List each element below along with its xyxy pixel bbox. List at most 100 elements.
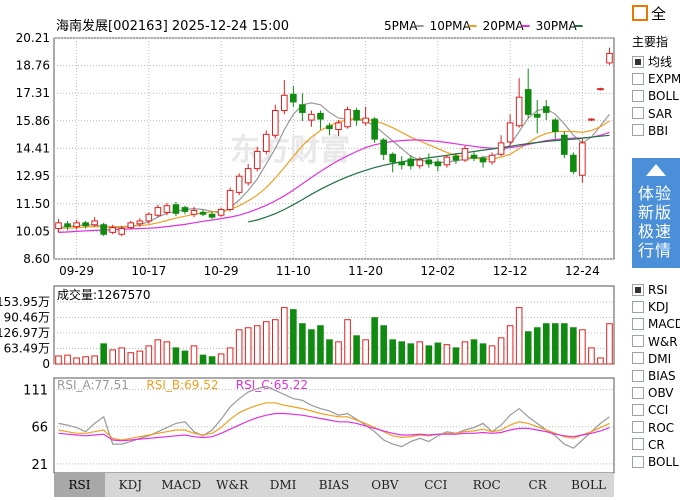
- rsi-legend-label: RSI_A:77.51: [57, 378, 129, 392]
- volume-bar: [389, 339, 397, 365]
- candle-body: [335, 122, 342, 131]
- overlay-sar[interactable]: SAR: [632, 106, 672, 122]
- overlay-label: 均线: [648, 55, 673, 69]
- indicator-bias[interactable]: BIAS: [632, 368, 676, 384]
- candle: [497, 135, 505, 157]
- promo-banner[interactable]: 体验新版极速行情: [632, 158, 680, 268]
- checkbox[interactable]: [632, 317, 644, 330]
- tab-boll[interactable]: BOLL: [571, 478, 606, 492]
- volume-bar: [407, 343, 415, 365]
- volume-bar: [181, 350, 189, 365]
- checkbox[interactable]: [632, 421, 644, 434]
- candle-body: [208, 213, 216, 218]
- candle-body: [190, 209, 198, 215]
- candle-body: [127, 222, 135, 229]
- volume-bar: [515, 307, 523, 365]
- candle-body: [163, 205, 171, 213]
- volume-bar: [118, 347, 126, 365]
- candle: [235, 173, 243, 196]
- candle: [145, 212, 153, 224]
- checkbox[interactable]: [632, 89, 644, 102]
- tab-wr[interactable]: W&R: [216, 478, 249, 492]
- volume-bar: [570, 327, 577, 365]
- x-tick-label: 12-12: [493, 264, 528, 278]
- overlay-boll[interactable]: BOLL: [632, 88, 679, 104]
- candle: [416, 157, 424, 169]
- candle: [163, 202, 171, 216]
- candle: [100, 222, 107, 237]
- x-tick-label: 11-20: [348, 264, 383, 278]
- candle: [579, 139, 586, 183]
- overlay-label: BBI: [648, 123, 669, 138]
- overlay-均线[interactable]: 均线: [632, 54, 672, 70]
- indicator-obv[interactable]: OBV: [632, 385, 674, 401]
- candle: [588, 118, 595, 121]
- chart-canvas: 海南发展[002163] 2025-12-24 15:00 5PMA 10PMA 2…: [0, 18, 615, 474]
- candle-body: [154, 207, 162, 216]
- volume-title: 成交量:1267570: [57, 287, 151, 302]
- volume-bar: [497, 337, 505, 365]
- volume-bar: [479, 343, 487, 365]
- checkbox[interactable]: [632, 369, 644, 382]
- indicator-wr[interactable]: W&R: [632, 334, 678, 350]
- checkbox[interactable]: [632, 455, 644, 468]
- candle: [344, 106, 351, 129]
- candle-body: [380, 139, 387, 155]
- tab-bias[interactable]: BIAS: [318, 478, 350, 492]
- indicator-macd[interactable]: MACD: [632, 316, 680, 332]
- volume-y-tick-label: 153.95万: [0, 295, 50, 309]
- checkbox[interactable]: [632, 438, 644, 451]
- indicator-kdj[interactable]: KDJ: [632, 299, 669, 315]
- checkbox[interactable]: [632, 300, 644, 313]
- checkbox[interactable]: [632, 55, 644, 68]
- x-tick-label: 12-02: [420, 264, 455, 278]
- volume-y-tick-label: 126.97万: [0, 326, 50, 340]
- candle: [371, 117, 378, 143]
- checkbox[interactable]: [632, 352, 644, 365]
- checkbox[interactable]: [632, 124, 644, 137]
- candle-body: [389, 153, 397, 163]
- checkbox[interactable]: [632, 386, 644, 399]
- indicator-rsi[interactable]: RSI: [632, 282, 668, 298]
- volume-bar: [353, 335, 360, 365]
- candle-body: [461, 148, 469, 161]
- volume-bar: [561, 323, 568, 365]
- tab-kdj[interactable]: KDJ: [118, 478, 143, 492]
- tab-obv[interactable]: OBV: [371, 478, 399, 492]
- candle-body: [244, 168, 252, 184]
- candle: [208, 211, 216, 220]
- candle-body: [497, 142, 505, 155]
- x-tick-label: 09-29: [59, 264, 94, 278]
- indicator-roc[interactable]: ROC: [632, 420, 674, 436]
- indicator-cci[interactable]: CCI: [632, 402, 668, 418]
- tab-rsi[interactable]: RSI: [54, 473, 105, 497]
- tab-roc[interactable]: ROC: [472, 478, 501, 492]
- checkbox[interactable]: [632, 335, 644, 348]
- price-y-tick-label: 17.31: [16, 86, 50, 100]
- volume-bar: [335, 341, 342, 365]
- tab-cr[interactable]: CR: [528, 478, 547, 492]
- checkbox[interactable]: [632, 403, 644, 416]
- candle-body: [443, 156, 451, 166]
- candle: [190, 206, 198, 218]
- ma-legend-label: 5PMA: [384, 19, 418, 33]
- checkbox[interactable]: [632, 283, 644, 296]
- candle: [217, 207, 225, 218]
- tab-cci[interactable]: CCI: [424, 478, 448, 492]
- candle: [542, 100, 550, 121]
- indicator-boll[interactable]: BOLL: [632, 454, 679, 470]
- checkbox[interactable]: [632, 107, 644, 120]
- tab-macd[interactable]: MACD: [161, 478, 202, 492]
- tab-dmi[interactable]: DMI: [269, 478, 297, 492]
- indicator-dmi[interactable]: DMI: [632, 351, 671, 367]
- price-y-tick-label: 10.05: [16, 224, 50, 238]
- overlay-expm[interactable]: EXPM: [632, 71, 680, 87]
- candle: [109, 224, 117, 235]
- overlay-bbi[interactable]: BBI: [632, 123, 668, 139]
- indicator-cr[interactable]: CR: [632, 437, 665, 453]
- x-tick-label: 12-24: [565, 264, 600, 278]
- ma-legend: 5PMA 10PMA 20PMA 30PMA: [384, 19, 583, 33]
- candle-body: [561, 134, 568, 155]
- checkbox[interactable]: [632, 72, 644, 85]
- fullscreen-link[interactable]: 全: [632, 4, 666, 22]
